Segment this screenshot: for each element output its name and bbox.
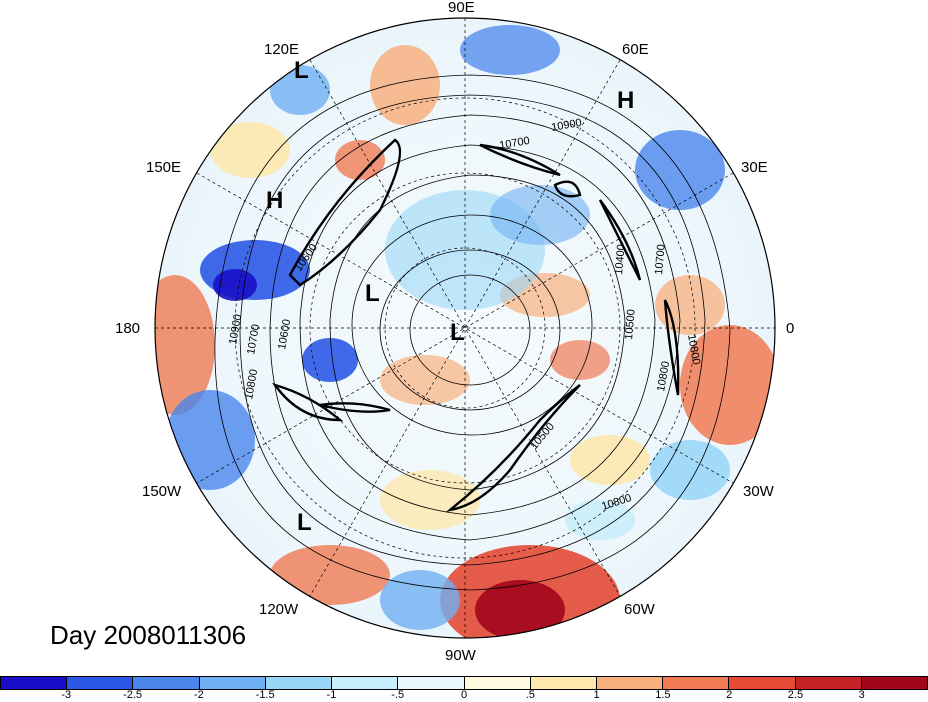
longitude-label: 60W: [624, 601, 656, 618]
longitude-label: 0: [786, 320, 794, 337]
contour-label: 10600: [276, 318, 293, 350]
map-title: Day 2008011306: [50, 620, 247, 650]
colorbar-swatch: [1, 677, 68, 689]
contour-label: 10800: [685, 333, 702, 365]
colorbar-tick-label: 2: [726, 689, 733, 701]
colorbar-swatch: [663, 677, 730, 689]
low-pressure-marker: L: [365, 280, 380, 307]
map-boundary: [154, 17, 776, 639]
contour-label: 10700: [245, 323, 262, 355]
colorbar-swatch: [530, 677, 597, 689]
longitude-label: 90E: [448, 0, 475, 16]
contour-label: 10700: [653, 244, 668, 276]
longitude-label: 120W: [259, 601, 299, 618]
longitude-label: 60E: [622, 41, 649, 58]
colorbar-tick-label: -2.5: [123, 689, 143, 701]
colorbar-tick-label: -3: [61, 689, 72, 701]
high-pressure-marker: H: [617, 87, 634, 114]
pressure-centers: L H H L L L: [266, 57, 634, 536]
low-pressure-marker: L: [450, 319, 465, 346]
colorbar-tick-label: 0: [460, 689, 468, 701]
contour-label: 10800: [655, 360, 672, 392]
low-pressure-marker: L: [294, 57, 309, 84]
longitude-label: 150E: [146, 159, 181, 176]
contour-label: 10900: [227, 313, 244, 345]
contour-label: 10400: [613, 244, 628, 276]
jet-contours: [272, 138, 680, 512]
colorbar-tick-label: .5: [525, 689, 535, 701]
colorbar-tick-label: -1: [326, 689, 337, 701]
colorbar-tick-label: -1.5: [255, 689, 275, 701]
colorbar-swatch: [67, 677, 134, 689]
colorbar-swatch: [596, 677, 664, 689]
colorbar-tick-label: 1: [593, 689, 600, 701]
height-contours: [214, 74, 731, 591]
colorbar-swatch: [729, 677, 796, 689]
colorbar-tick-label: 2.5: [787, 689, 804, 701]
colorbar-swatch: [464, 677, 531, 689]
colorbar-tick-label: 1.5: [655, 689, 671, 701]
contour-label: 10900: [550, 117, 582, 134]
contour-label: 10500: [623, 309, 638, 341]
colorbar-tick-label: -.5: [391, 689, 405, 701]
high-pressure-marker: H: [266, 187, 283, 214]
colorbar-swatch: [398, 677, 465, 689]
contour-label: 10800: [243, 368, 260, 400]
longitude-label: 90W: [445, 647, 477, 664]
graticule: [155, 18, 775, 638]
colorbar-tick-label: -2: [193, 689, 204, 701]
low-pressure-marker: L: [297, 509, 312, 536]
longitude-label: 30W: [743, 483, 775, 500]
colorbar-tick-label: 3: [858, 689, 865, 701]
colorbar-swatch: [199, 677, 266, 689]
longitude-label: 30E: [741, 159, 768, 176]
longitude-label: 150W: [142, 483, 182, 500]
longitude-label: 180: [115, 320, 140, 337]
longitude-label: 120E: [264, 41, 299, 58]
colorbar-swatch: [265, 677, 333, 689]
colorbar-swatch: [861, 677, 928, 689]
longitude-labels: 90E 60E 30E 0 30W 60W 90W 120W 150W 180 …: [115, 0, 794, 664]
colorbar-swatch: [133, 677, 200, 689]
colorbar-swatch: [795, 677, 862, 689]
contour-label: 10700: [498, 135, 530, 152]
colorbar-swatch: [332, 677, 399, 689]
colorbar: [0, 676, 928, 690]
